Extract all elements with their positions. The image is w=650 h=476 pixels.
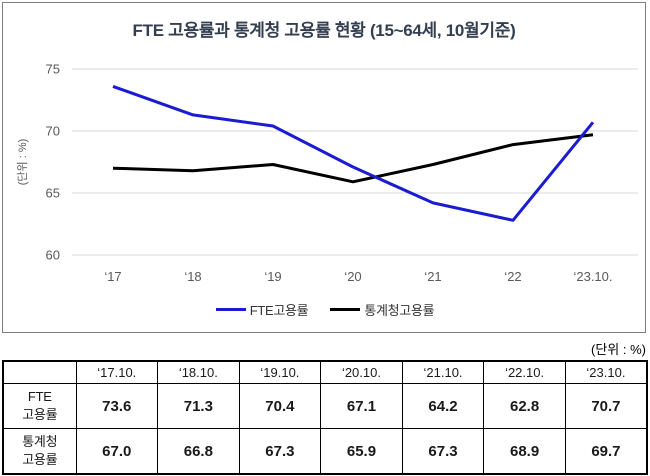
column-header-cell: ‘19.10. (238, 360, 322, 384)
table-header-row: ‘17.10. ‘18.10. ‘19.10. ‘20.10. ‘21.10. ‘22.1… (2, 360, 648, 384)
column-header-cell: ‘17.10. (75, 360, 159, 384)
value-cell: 67.3 (238, 428, 322, 475)
data-table: ‘17.10. ‘18.10. ‘19.10. ‘20.10. ‘21.10. ‘22.1… (2, 360, 648, 475)
column-header-cell: ‘21.10. (401, 360, 485, 384)
value-cell: 67.1 (320, 383, 403, 429)
legend-label: FTE고용률 (249, 303, 309, 318)
value-cell: 68.9 (483, 428, 566, 475)
row-label-line: 통계청 (22, 433, 58, 449)
legend-item: 통계청고용률 (330, 300, 435, 319)
value-cell: 62.8 (483, 383, 566, 429)
table-row: FTE 고용률 73.6 71.3 70.4 67.1 64.2 62.8 70.7 (2, 383, 648, 429)
legend-label: 통계청고용률 (364, 303, 435, 318)
column-header-cell: ‘22.10. (483, 360, 566, 384)
value-cell: 67.0 (75, 428, 159, 475)
legend-line-swatch (215, 308, 246, 311)
value-cell: 65.9 (320, 428, 403, 475)
value-cell: 70.4 (238, 383, 322, 429)
legend-line-swatch (330, 308, 361, 311)
column-header-cell (2, 360, 77, 384)
value-cell: 69.7 (564, 428, 648, 475)
value-cell: 64.2 (401, 383, 485, 429)
column-header-cell: ‘18.10. (157, 360, 240, 384)
column-header-cell: ‘20.10. (320, 360, 403, 384)
column-header-cell: ‘23.10. (564, 360, 648, 384)
legend-item: FTE고용률 (215, 300, 309, 319)
value-cell: 71.3 (157, 383, 240, 429)
row-label-line: 고용률 (22, 407, 58, 422)
y-axis-unit-label: (단위 : %) (17, 138, 29, 186)
row-label-cell: FTE 고용률 (2, 383, 77, 429)
value-cell: 66.8 (157, 428, 240, 475)
table-unit-label: (단위 : %) (591, 342, 646, 357)
chart-title: FTE 고용률과 통계청 고용률 현황 (15~64세, 10월기준) (132, 21, 516, 40)
table-row: 통계청 고용률 67.0 66.8 67.3 65.9 67.3 68.9 69.7 (2, 428, 648, 475)
chart-legend: FTE고용률 통계청고용률 (0, 300, 650, 319)
row-label-line: FTE (27, 388, 52, 404)
value-cell: 67.3 (401, 428, 485, 475)
value-cell: 70.7 (564, 383, 648, 429)
row-label-line: 고용률 (22, 452, 58, 467)
chart-panel: FTE 고용률과 통계청 고용률 현황 (15~64세, 10월기준) (2, 2, 646, 333)
value-cell: 73.6 (75, 383, 159, 429)
